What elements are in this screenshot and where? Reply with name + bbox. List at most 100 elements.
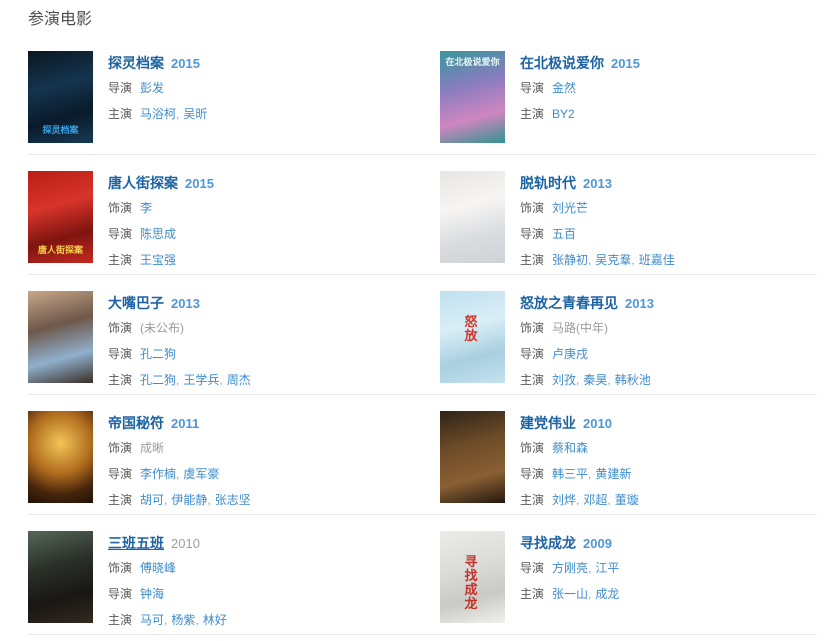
person-link[interactable]: 李作楠 [140, 467, 177, 481]
movie-poster[interactable] [440, 171, 505, 263]
person-link[interactable]: 江平 [595, 561, 620, 575]
credit-row: 主演 刘烨, 邓超, 董璇 [520, 487, 817, 513]
person-text: 成晰 [140, 441, 165, 455]
movie-title-link[interactable]: 三班五班 [108, 535, 164, 551]
movie-poster[interactable] [28, 531, 93, 623]
credit-row: 主演 张一山, 成龙 [520, 581, 817, 607]
movie-entry: 脱轨时代 2013 饰演 刘光芒 导演 五百 主演 张静初, 吴克羣, 班嘉佳 [440, 155, 817, 275]
credit-label: 导演 [520, 467, 545, 481]
person-link[interactable]: 韩秋池 [614, 373, 651, 387]
person-link[interactable]: 邓超 [583, 493, 608, 507]
person-link[interactable]: 刘光芒 [552, 201, 589, 215]
movie-entry: 唐人街探案 唐人街探案 2015 饰演李导演 陈思成 主演 王宝强 [28, 155, 440, 275]
movie-poster[interactable]: 探灵档案 [28, 51, 93, 143]
poster-overlay-text: 寻找成龙 [464, 554, 478, 611]
person-link[interactable]: 胡可 [140, 493, 165, 507]
movie-title-link[interactable]: 建党伟业 [520, 415, 576, 431]
person-link[interactable]: 林好 [202, 613, 227, 627]
movie-entry: 大嘴巴子 2013 饰演 (未公布) 导演 孔二狗 主演 孔二狗, 王学兵, 周杰 [28, 275, 440, 395]
movie-title-line: 探灵档案 2015 [108, 51, 440, 75]
poster-overlay-text: 怒放 [464, 314, 478, 343]
name-separator: , [607, 373, 611, 387]
person-text: (未公布) [140, 321, 185, 335]
credit-label: 导演 [520, 227, 545, 241]
person-link[interactable]: 方刚亮 [552, 561, 589, 575]
movie-poster[interactable]: 唐人街探案 [28, 171, 93, 263]
name-separator: , [588, 587, 592, 601]
movie-poster[interactable]: 在北极说爱你 [440, 51, 505, 143]
movie-info: 怒放之青春再见 2013 饰演 马路(中年) 导演 卢庚戌 主演 刘孜, 秦昊, 韩秋池 [520, 291, 817, 394]
person-link[interactable]: 卢庚戌 [552, 347, 589, 361]
credit-label: 导演 [520, 561, 545, 575]
person-link[interactable]: 王宝强 [140, 253, 177, 267]
person-link[interactable]: 金然 [552, 81, 577, 95]
name-separator: , [588, 253, 592, 267]
person-link[interactable]: 吴克羣 [595, 253, 632, 267]
person-link[interactable]: 班嘉佳 [638, 253, 675, 267]
movie-entry: 探灵档案 探灵档案 2015 导演 彭发 主演 马浴柯, 吴昕 [28, 35, 440, 155]
person-link[interactable]: 刘孜 [552, 373, 577, 387]
person-link[interactable]: 张一山 [552, 587, 589, 601]
person-link[interactable]: 刘烨 [552, 493, 577, 507]
person-link[interactable]: 钟海 [140, 587, 165, 601]
credit-label: 主演 [108, 253, 133, 267]
person-link[interactable]: BY2 [552, 107, 575, 121]
person-link[interactable]: 韩三平 [552, 467, 589, 481]
person-link[interactable]: 马浴柯 [140, 107, 177, 121]
movie-title-link[interactable]: 大嘴巴子 [108, 295, 164, 311]
credit-row: 导演 方刚亮, 江平 [520, 555, 817, 581]
credit-label: 导演 [108, 81, 133, 95]
movie-poster[interactable] [28, 291, 93, 383]
person-link[interactable]: 黄建新 [595, 467, 632, 481]
movie-title-link[interactable]: 怒放之青春再见 [520, 295, 618, 311]
credit-row: 导演 李作楠, 虞军豪 [108, 461, 440, 487]
person-link[interactable]: 陈思成 [140, 227, 177, 241]
person-link[interactable]: 张静初 [552, 253, 589, 267]
person-link[interactable]: 孔二狗 [140, 373, 177, 387]
movie-title-link[interactable]: 寻找成龙 [520, 535, 576, 551]
name-separator: , [207, 493, 211, 507]
person-link[interactable]: 张志坚 [214, 493, 251, 507]
credit-label: 饰演 [108, 561, 133, 575]
person-link[interactable]: 李 [140, 201, 153, 215]
movie-title-link[interactable]: 在北极说爱你 [520, 55, 604, 71]
movie-title-link[interactable]: 唐人街探案 [108, 175, 178, 191]
movie-entry: 三班五班 2010 饰演 傅晓峰 导演 钟海 主演 马可, 杨紫, 林好 [28, 515, 440, 635]
credit-label: 主演 [520, 253, 545, 267]
person-link[interactable]: 孔二狗 [140, 347, 177, 361]
movie-year: 2015 [171, 56, 200, 71]
person-link[interactable]: 董璇 [614, 493, 639, 507]
credit-label: 主演 [520, 587, 545, 601]
movie-title-line: 建党伟业 2010 [520, 411, 817, 435]
person-link[interactable]: 吴昕 [183, 107, 208, 121]
movie-entry: 怒放 怒放之青春再见 2013 饰演 马路(中年) 导演 卢庚戌 主演 刘孜, 秦昊, 韩秋池 [440, 275, 817, 395]
credit-label: 饰演 [108, 321, 133, 335]
person-link[interactable]: 蔡和森 [552, 441, 589, 455]
person-link[interactable]: 周杰 [226, 373, 251, 387]
poster-overlay-text: 在北极说爱你 [445, 57, 500, 67]
credit-row: 导演 彭发 [108, 75, 440, 101]
movie-poster[interactable] [28, 411, 93, 503]
person-link[interactable]: 杨紫 [171, 613, 196, 627]
person-link[interactable]: 五百 [552, 227, 577, 241]
movie-title-link[interactable]: 帝国秘符 [108, 415, 164, 431]
movie-poster[interactable]: 寻找成龙 [440, 531, 505, 623]
movie-poster[interactable] [440, 411, 505, 503]
credit-row: 导演 五百 [520, 221, 817, 247]
person-link[interactable]: 虞军豪 [183, 467, 220, 481]
movie-title-link[interactable]: 脱轨时代 [520, 175, 576, 191]
credit-label: 主演 [520, 107, 545, 121]
person-link[interactable]: 成龙 [595, 587, 620, 601]
person-link[interactable]: 傅晓峰 [140, 561, 177, 575]
person-link[interactable]: 秦昊 [583, 373, 608, 387]
name-separator: , [164, 613, 168, 627]
movie-title-link[interactable]: 探灵档案 [108, 55, 164, 71]
person-link[interactable]: 彭发 [140, 81, 165, 95]
person-link[interactable]: 王学兵 [183, 373, 220, 387]
person-link[interactable]: 伊能静 [171, 493, 208, 507]
name-separator: , [576, 493, 580, 507]
name-separator: , [164, 493, 168, 507]
movie-title-line: 唐人街探案 2015 [108, 171, 440, 195]
person-link[interactable]: 马可 [140, 613, 165, 627]
movie-poster[interactable]: 怒放 [440, 291, 505, 383]
